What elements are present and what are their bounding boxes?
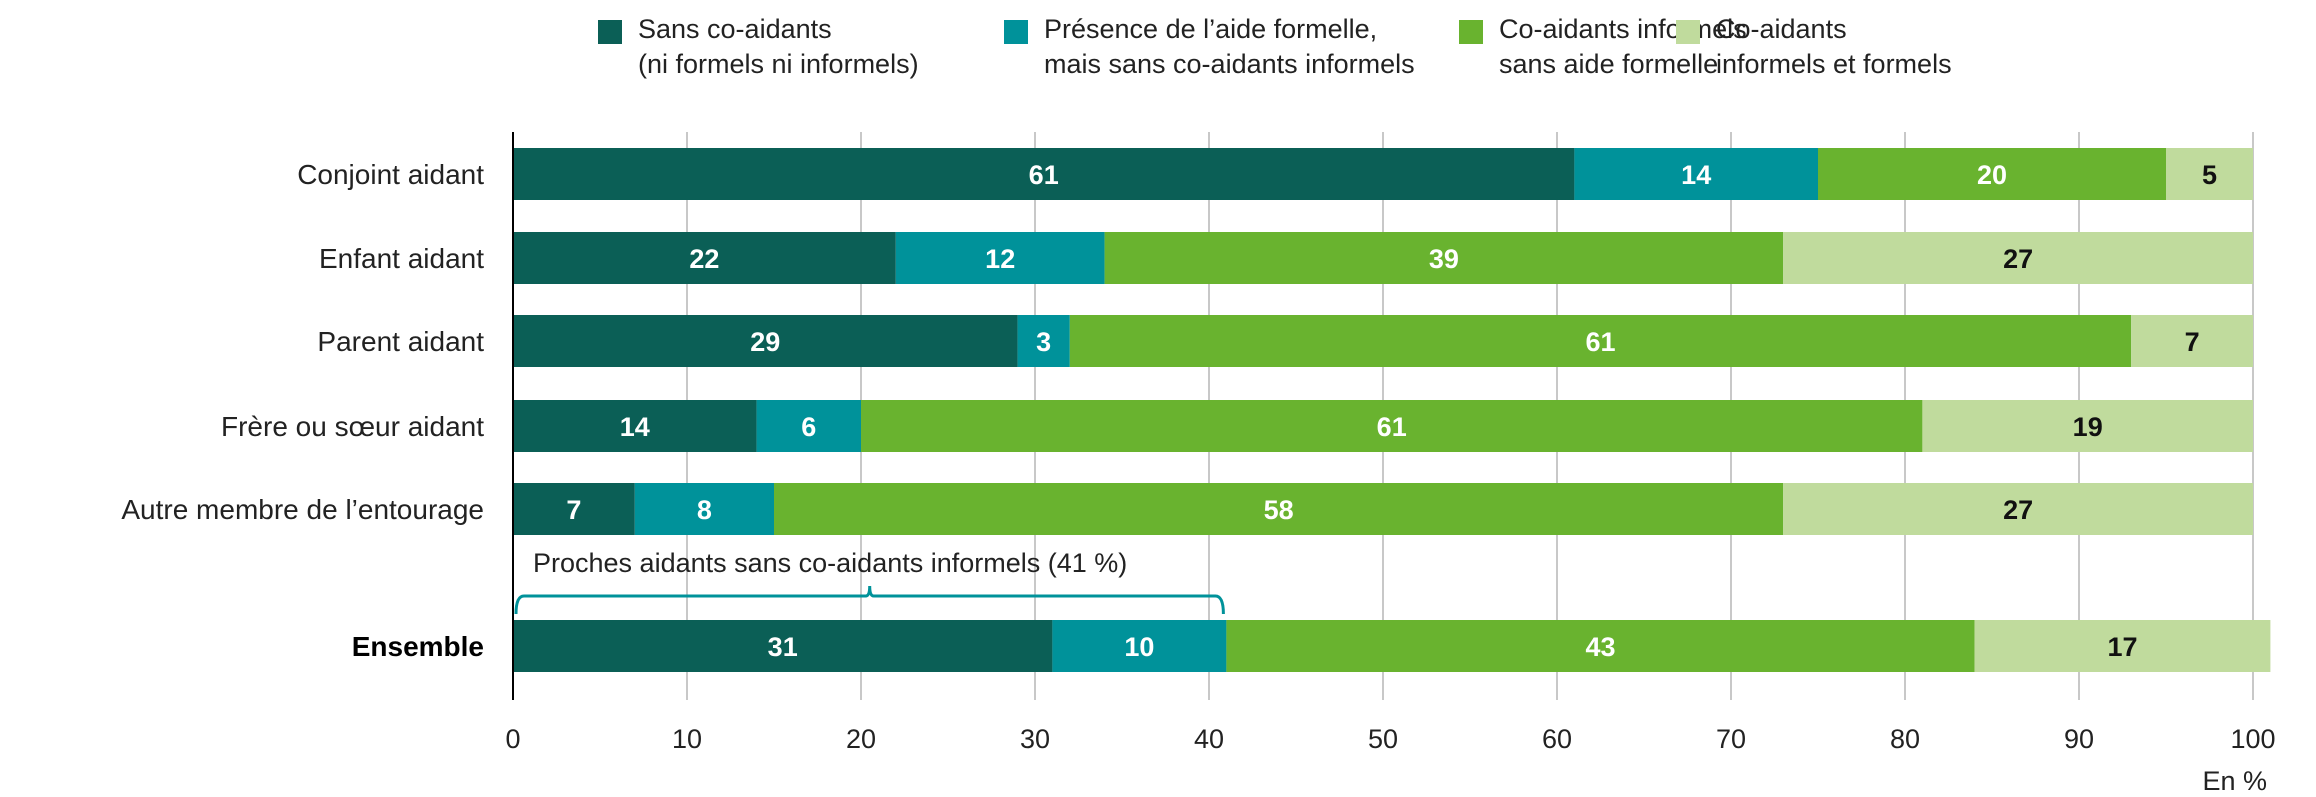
data-label: 17 — [2107, 632, 2137, 662]
category-label: Conjoint aidant — [297, 159, 484, 190]
x-tick-label: 30 — [1020, 724, 1050, 754]
legend-label: Co-aidants informels sans aide formelle — [1499, 12, 1747, 82]
bars — [513, 148, 2271, 672]
x-tick-label: 0 — [505, 724, 520, 754]
bar-segment — [1069, 315, 2132, 367]
category-label: Autre membre de l’entourage — [121, 494, 484, 525]
bar-segment — [895, 232, 1105, 284]
legend-item-0: Sans co-aidants (ni formels ni informels… — [598, 12, 919, 82]
bar-segment — [1922, 400, 2253, 452]
bracket — [514, 585, 1225, 615]
data-label: 7 — [566, 495, 581, 525]
bar-segment — [1226, 620, 1975, 672]
legend-swatch — [1004, 20, 1028, 44]
bar-segment — [1017, 315, 1070, 367]
x-tick-label: 40 — [1194, 724, 1224, 754]
legend-line: Sans co-aidants — [638, 14, 832, 44]
data-label: 61 — [1029, 160, 1059, 190]
annotation-text: Proches aidants sans co-aidants informel… — [533, 548, 1127, 578]
bar-segment — [1783, 232, 2253, 284]
legend-line: Co-aidants informels — [1499, 14, 1747, 44]
bar-segment — [1052, 620, 1227, 672]
bar-segment — [2131, 315, 2253, 367]
category-label: Parent aidant — [317, 326, 484, 357]
legend-swatch — [1676, 20, 1700, 44]
bar-segment — [756, 400, 861, 452]
data-label: 10 — [1124, 632, 1154, 662]
data-label: 39 — [1429, 244, 1459, 274]
axes: 0 10 20 30 40 50 60 70 80 90 100 En % — [505, 132, 2276, 796]
data-label: 8 — [697, 495, 712, 525]
bar-segment — [513, 232, 896, 284]
legend-item-1: Présence de l’aide formelle, mais sans c… — [1004, 12, 1415, 82]
data-label: 7 — [2185, 327, 2200, 357]
legend-label: Co-aidants informels et formels — [1716, 12, 1952, 82]
bar-segment — [513, 483, 635, 535]
legend-line: mais sans co-aidants informels — [1044, 49, 1415, 79]
x-tick-label: 50 — [1368, 724, 1398, 754]
data-label: 43 — [1585, 632, 1615, 662]
x-tick-label: 20 — [846, 724, 876, 754]
category-label: Enfant aidant — [319, 243, 484, 274]
bar-segment — [1818, 148, 2166, 200]
bar-segment — [2166, 148, 2253, 200]
legend-line: Présence de l’aide formelle, — [1044, 14, 1378, 44]
data-label: 31 — [768, 632, 798, 662]
annotation: Proches aidants sans co-aidants informel… — [514, 548, 1225, 615]
unit-label: En % — [2202, 766, 2267, 796]
x-tick-label: 10 — [672, 724, 702, 754]
data-label: 5 — [2202, 160, 2217, 190]
data-label: 61 — [1377, 412, 1407, 442]
x-tick-label: 60 — [1542, 724, 1572, 754]
category-label: Frère ou sœur aidant — [221, 411, 484, 442]
bar-segment — [1783, 483, 2253, 535]
data-label: 3 — [1036, 327, 1051, 357]
data-label: 29 — [750, 327, 780, 357]
legend-label: Sans co-aidants (ni formels ni informels… — [638, 12, 919, 82]
bar-segment — [634, 483, 774, 535]
legend-line: Co-aidants — [1716, 14, 1847, 44]
legend-label: Présence de l’aide formelle, mais sans c… — [1044, 12, 1415, 82]
data-label: 58 — [1264, 495, 1294, 525]
legend-line: informels et formels — [1716, 49, 1952, 79]
data-label: 27 — [2003, 244, 2033, 274]
x-tick-label: 80 — [1890, 724, 1920, 754]
x-tick-label: 90 — [2064, 724, 2094, 754]
x-tick-label: 70 — [1716, 724, 1746, 754]
bar-segment — [513, 148, 1575, 200]
labels: 61 14 20 5 Conjoint aidant 22 12 39 27 Enfant aid… — [121, 159, 2217, 662]
legend-swatch — [1459, 20, 1483, 44]
bar-segment — [513, 315, 1018, 367]
bar-segment — [1574, 148, 1818, 200]
data-label: 22 — [689, 244, 719, 274]
legend-swatch — [598, 20, 622, 44]
legend-item-3: Co-aidants informels et formels — [1676, 12, 1952, 82]
data-label: 12 — [985, 244, 1015, 274]
legend-line: (ni formels ni informels) — [638, 49, 919, 79]
bar-segment — [513, 620, 1053, 672]
data-label: 27 — [2003, 495, 2033, 525]
bar-segment — [774, 483, 1784, 535]
bar-segment — [861, 400, 1923, 452]
bar-segment — [1104, 232, 1784, 284]
data-label: 61 — [1585, 327, 1615, 357]
x-tick-label: 100 — [2230, 724, 2275, 754]
legend-item-2: Co-aidants informels sans aide formelle — [1459, 12, 1747, 82]
data-label: 14 — [620, 412, 650, 442]
legend-line: sans aide formelle — [1499, 49, 1719, 79]
category-label: Ensemble — [352, 631, 484, 662]
data-label: 6 — [801, 412, 816, 442]
data-label: 14 — [1681, 160, 1711, 190]
data-label: 20 — [1977, 160, 2007, 190]
data-label: 19 — [2073, 412, 2103, 442]
bar-segment — [513, 400, 757, 452]
bar-segment — [1974, 620, 2271, 672]
